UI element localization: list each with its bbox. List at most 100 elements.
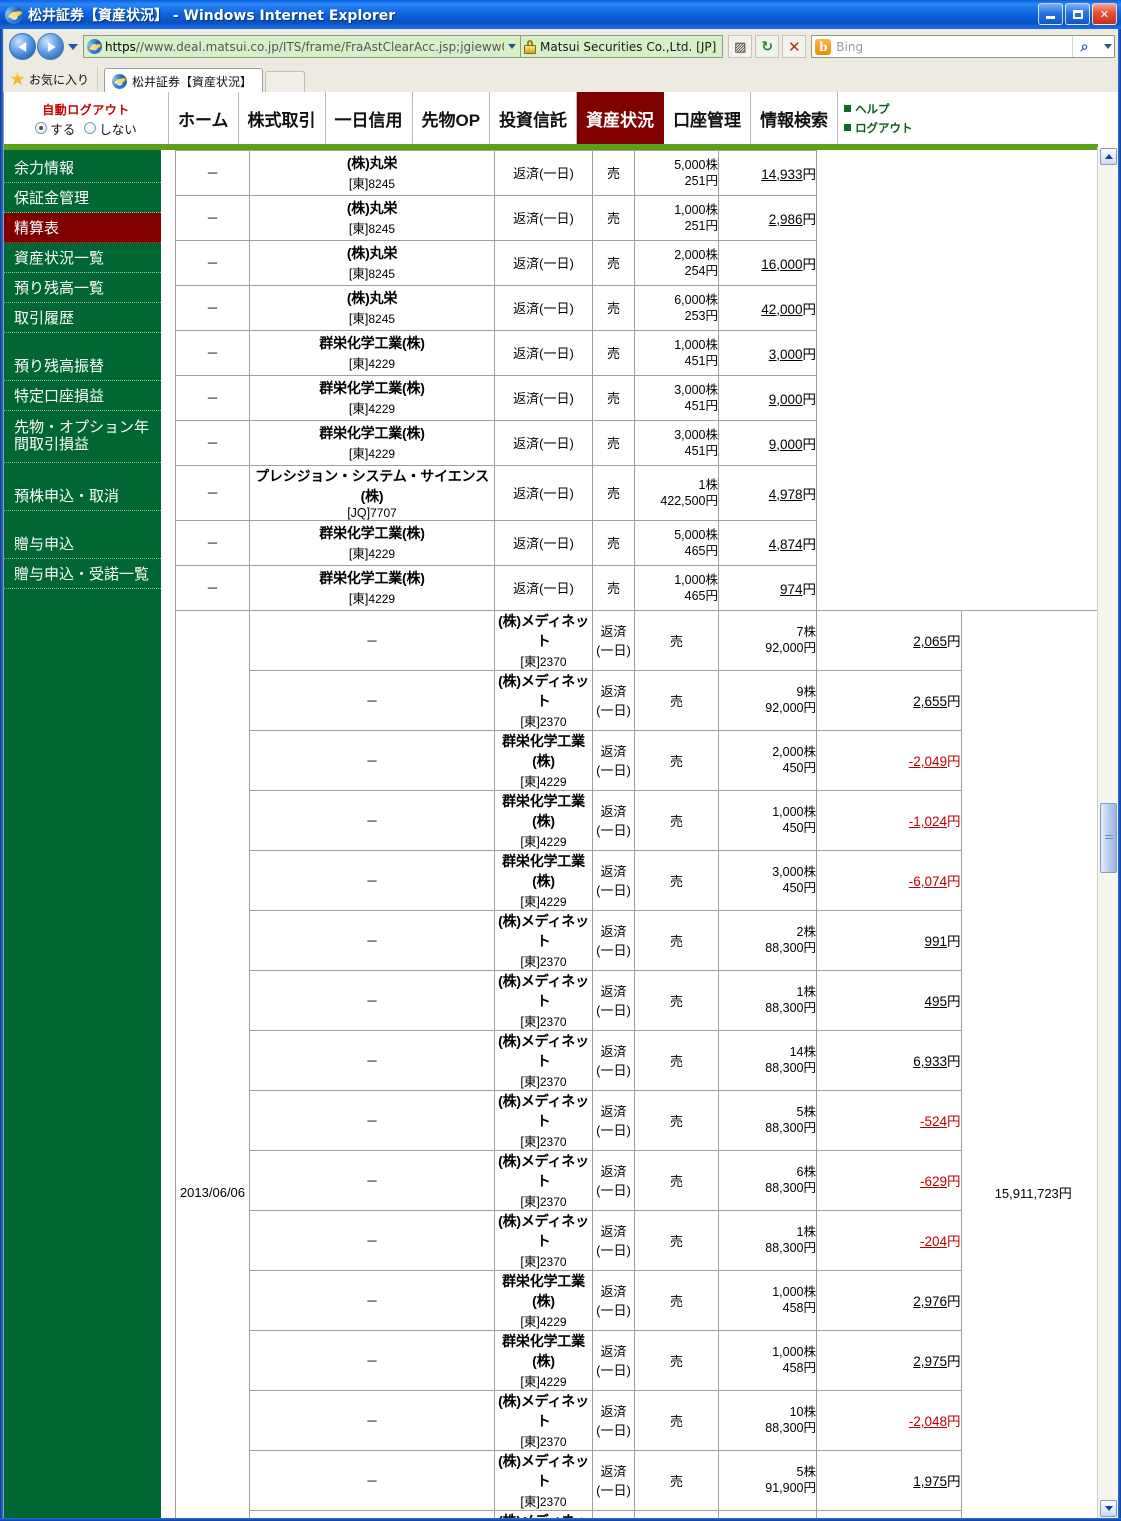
profit-loss-value[interactable]: 2,065: [913, 634, 947, 649]
profit-loss-cell[interactable]: 2,655円: [816, 669, 962, 731]
favorites-button[interactable]: お気に入り: [4, 66, 99, 92]
nav-tab-information-search[interactable]: 情報検索: [751, 92, 839, 144]
compatibility-view-icon[interactable]: ▨: [728, 35, 753, 58]
profit-loss-value[interactable]: -629: [919, 1174, 947, 1189]
search-provider-chevron-down-icon[interactable]: [1101, 36, 1114, 57]
profit-loss-cell[interactable]: 495円: [816, 969, 962, 1031]
radio-icon-unselected[interactable]: [84, 122, 97, 134]
profit-loss-value[interactable]: 495: [924, 994, 947, 1009]
profit-loss-cell[interactable]: 974円: [718, 564, 817, 611]
profit-loss-cell[interactable]: 16,000円: [718, 239, 817, 286]
profit-loss-value[interactable]: 2,976: [913, 1294, 947, 1309]
sidebar-item-7[interactable]: 預り残高振替: [4, 351, 161, 381]
sidebar-item-5[interactable]: 取引履歴: [4, 303, 161, 333]
logout-link[interactable]: ログアウト: [844, 120, 1098, 136]
scrollbar-thumb[interactable]: [1100, 803, 1117, 873]
profit-loss-value[interactable]: 4,978: [768, 486, 803, 502]
maximize-button[interactable]: [1065, 3, 1090, 25]
auto-logout-radio-yes[interactable]: する: [35, 119, 75, 138]
profit-loss-cell[interactable]: 2,976円: [816, 1269, 962, 1331]
sidebar-item-4[interactable]: 預り残高一覧: [4, 273, 161, 303]
sidebar-item-1[interactable]: 保証金管理: [4, 183, 161, 213]
profit-loss-cell[interactable]: 4,978円: [718, 464, 817, 521]
row-number-cell: －: [175, 239, 250, 286]
nav-tab-stock-trade[interactable]: 株式取引: [239, 92, 326, 144]
profit-loss-cell[interactable]: 6,933円: [816, 1029, 962, 1091]
profit-loss-value[interactable]: 2,986: [768, 211, 803, 227]
search-input[interactable]: b Bing ⌕: [811, 35, 1115, 58]
profit-loss-cell[interactable]: 2,975円: [816, 1329, 962, 1391]
profit-loss-value[interactable]: -2,048: [908, 1414, 947, 1429]
profit-loss-value[interactable]: 2,975: [913, 1354, 947, 1369]
close-button[interactable]: ✕: [1092, 3, 1117, 25]
profit-loss-value[interactable]: 3,000: [768, 346, 803, 362]
profit-loss-cell[interactable]: 790円: [816, 1509, 962, 1518]
forward-button[interactable]: [37, 33, 64, 60]
address-input[interactable]: https//www.deal.matsui.co.jp/ITS/frame/F…: [83, 35, 521, 58]
profit-loss-value[interactable]: 9,000: [768, 436, 803, 452]
sidebar-item-11[interactable]: 預株申込・取消: [4, 481, 161, 511]
ssl-identity-badge[interactable]: Matsui Securities Co.,Ltd. [JP]: [521, 35, 724, 58]
nav-tab-home[interactable]: ホーム: [169, 92, 239, 144]
profit-loss-cell[interactable]: 991円: [816, 909, 962, 971]
recent-pages-chevron-down-icon[interactable]: [68, 43, 78, 50]
nav-tab-account-management[interactable]: 口座管理: [664, 92, 752, 144]
help-link[interactable]: ヘルプ: [844, 101, 1098, 117]
profit-loss-cell[interactable]: -524円: [816, 1089, 962, 1151]
sidebar-item-3[interactable]: 資産状況一覧: [4, 243, 161, 273]
profit-loss-cell[interactable]: 2,065円: [816, 609, 962, 671]
profit-loss-value[interactable]: -2,049: [908, 754, 947, 769]
profit-loss-cell[interactable]: -204円: [816, 1209, 962, 1271]
profit-loss-cell[interactable]: 2,986円: [718, 194, 817, 241]
tab-asset-status[interactable]: 松井証券【資産状況】: [104, 68, 264, 93]
page-vertical-scrollbar[interactable]: [1097, 147, 1118, 1518]
scroll-up-button[interactable]: [1100, 148, 1117, 165]
radio-icon-selected[interactable]: [35, 122, 48, 134]
profit-loss-value[interactable]: 9,000: [768, 391, 803, 407]
profit-loss-value[interactable]: -204: [919, 1234, 947, 1249]
profit-loss-cell[interactable]: -2,049円: [816, 729, 962, 791]
profit-loss-value[interactable]: 4,874: [768, 536, 803, 552]
profit-loss-value[interactable]: 974: [779, 581, 803, 597]
nav-tab-asset-status[interactable]: 資産状況: [577, 92, 665, 144]
back-button[interactable]: [9, 33, 36, 60]
sidebar-item-9[interactable]: 先物・オプション年間取引損益: [4, 411, 161, 463]
nav-tab-daytrade-margin[interactable]: 一日信用: [326, 92, 413, 144]
profit-loss-value[interactable]: -524: [919, 1114, 947, 1129]
profit-loss-cell[interactable]: 9,000円: [718, 374, 817, 421]
nav-tab-investment-trust[interactable]: 投資信託: [490, 92, 578, 144]
stop-icon[interactable]: ✕: [782, 35, 807, 58]
sidebar-item-8[interactable]: 特定口座損益: [4, 381, 161, 411]
profit-loss-value[interactable]: 42,000: [761, 301, 803, 317]
profit-loss-cell[interactable]: -1,024円: [816, 789, 962, 851]
refresh-icon[interactable]: ↻: [755, 35, 780, 58]
profit-loss-cell[interactable]: 4,874円: [718, 519, 817, 566]
profit-loss-value[interactable]: 1,975: [913, 1474, 947, 1489]
profit-loss-cell[interactable]: -629円: [816, 1149, 962, 1211]
profit-loss-value[interactable]: 6,933: [913, 1054, 947, 1069]
auto-logout-radio-no[interactable]: しない: [84, 119, 137, 138]
address-chevron-down-icon[interactable]: [504, 36, 520, 57]
profit-loss-value[interactable]: -1,024: [908, 814, 947, 829]
sidebar-item-14[interactable]: 贈与申込・受諾一覧: [4, 559, 161, 589]
profit-loss-value[interactable]: 991: [924, 934, 947, 949]
profit-loss-value[interactable]: 2,655: [913, 694, 947, 709]
profit-loss-cell[interactable]: 1,975円: [816, 1449, 962, 1511]
profit-loss-value[interactable]: 16,000: [761, 256, 803, 272]
sidebar-item-13[interactable]: 贈与申込: [4, 529, 161, 559]
search-icon[interactable]: ⌕: [1072, 36, 1096, 57]
profit-loss-cell[interactable]: 42,000円: [718, 284, 817, 331]
profit-loss-cell[interactable]: -6,074円: [816, 849, 962, 911]
profit-loss-cell[interactable]: 9,000円: [718, 419, 817, 466]
minimize-button[interactable]: [1038, 3, 1063, 25]
profit-loss-cell[interactable]: 3,000円: [718, 329, 817, 376]
profit-loss-cell[interactable]: -2,048円: [816, 1389, 962, 1451]
profit-loss-cell[interactable]: 14,933円: [718, 150, 817, 196]
profit-loss-value[interactable]: -6,074: [908, 874, 947, 889]
profit-loss-value[interactable]: 14,933: [761, 166, 803, 182]
scroll-down-button[interactable]: [1100, 1500, 1117, 1517]
sidebar-item-0[interactable]: 余力情報: [4, 153, 161, 183]
sidebar-item-2[interactable]: 精算表: [4, 213, 161, 243]
nav-tab-futures-options[interactable]: 先物OP: [413, 92, 491, 144]
new-tab-button[interactable]: [265, 71, 306, 93]
